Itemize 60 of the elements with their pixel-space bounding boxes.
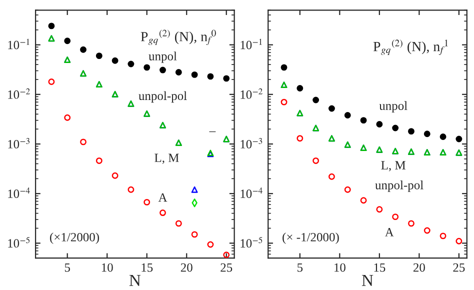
annotation: A bbox=[384, 228, 394, 236]
annotation: L, M bbox=[381, 161, 406, 172]
point bbox=[64, 38, 71, 44]
annotation: unpol-pol bbox=[375, 180, 424, 192]
point bbox=[376, 121, 383, 128]
y-tick-label: 10$^{−3}$ bbox=[8, 138, 30, 148]
annotation: (× -1/2000) bbox=[282, 232, 339, 244]
x-tick-label: 5 bbox=[64, 263, 70, 272]
annotation: (×1/2000) bbox=[50, 232, 100, 244]
y-tick-label: 10$^{−4}$ bbox=[8, 188, 30, 198]
annotation: A bbox=[158, 193, 168, 202]
point bbox=[144, 64, 150, 71]
x-tick-label: 20 bbox=[180, 263, 192, 272]
x-tick-label: 5 bbox=[298, 263, 303, 272]
annotation: – bbox=[209, 131, 216, 132]
point bbox=[80, 46, 86, 53]
x-tick-label: 10 bbox=[102, 263, 113, 272]
x-tick-label: 15 bbox=[374, 263, 386, 272]
y-tick-label: 10$^{−5}$ bbox=[8, 237, 30, 248]
point bbox=[191, 71, 198, 78]
x-tick-label: 25 bbox=[220, 263, 232, 272]
x-tick-label: 25 bbox=[453, 263, 465, 272]
point bbox=[312, 96, 320, 104]
point bbox=[296, 85, 304, 92]
point bbox=[392, 124, 399, 132]
point bbox=[424, 130, 430, 138]
annotation: L, M bbox=[154, 154, 179, 164]
point bbox=[207, 73, 214, 80]
x-tick-label: 20 bbox=[413, 263, 425, 272]
x-tick-label: 10 bbox=[334, 263, 346, 272]
text: P$_{gq}$$^{(2)}$ (N), n$_{f}$$^{0}$ bbox=[140, 30, 216, 46]
point bbox=[96, 52, 102, 60]
point bbox=[223, 75, 230, 82]
y-tick-label: 10$^{−4}$ bbox=[240, 188, 262, 198]
x-axis-title: N bbox=[129, 274, 141, 286]
point bbox=[160, 66, 166, 74]
annotation: unpol bbox=[379, 101, 408, 113]
point bbox=[112, 57, 118, 64]
point bbox=[440, 134, 446, 140]
y-tick-label: 10$^{−1}$ bbox=[8, 38, 30, 50]
text: P$_{gq}$$^{(2)}$ (N), n$_{f}$$^{1}$ bbox=[373, 40, 448, 55]
y-tick-label: 10$^{−1}$ bbox=[240, 38, 262, 50]
point bbox=[344, 112, 351, 118]
annotation: unpol bbox=[148, 52, 177, 63]
x-axis-title: N bbox=[362, 274, 374, 286]
y-tick-label: 10$^{−3}$ bbox=[240, 138, 262, 148]
point bbox=[175, 69, 182, 76]
y-tick-label: 10$^{−2}$ bbox=[8, 88, 30, 99]
point bbox=[280, 64, 288, 71]
y-tick-label: 10$^{−2}$ bbox=[240, 88, 262, 99]
y-tick-label: 10$^{−5}$ bbox=[240, 237, 262, 248]
point bbox=[191, 186, 198, 193]
point bbox=[48, 22, 55, 30]
point bbox=[328, 105, 335, 112]
point bbox=[408, 128, 414, 135]
point bbox=[456, 136, 462, 142]
annotation: unpol-pol bbox=[138, 91, 187, 103]
x-tick-label: 15 bbox=[142, 263, 153, 272]
point bbox=[128, 60, 134, 68]
point bbox=[360, 117, 367, 124]
